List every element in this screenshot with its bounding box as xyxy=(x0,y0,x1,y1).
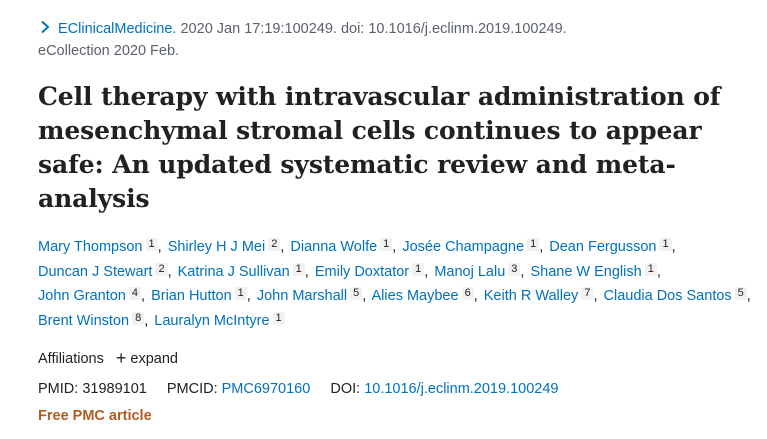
author-separator: , xyxy=(424,263,429,280)
citation: EClinicalMedicine. 2020 Jan 17:19:100249… xyxy=(38,18,758,62)
author-name-link[interactable]: Shirley H J Mei xyxy=(167,239,266,255)
author-name-link[interactable]: Alies Maybee xyxy=(371,288,459,304)
author-separator: , xyxy=(167,263,172,280)
affiliation-number-button[interactable]: 3 xyxy=(508,262,521,276)
author-separator: , xyxy=(520,263,525,280)
affiliation-number-button[interactable]: 1 xyxy=(272,311,285,325)
author-separator: , xyxy=(746,288,751,304)
author-item: John Marshall 5, xyxy=(256,287,368,304)
identifiers: PMID: 31989101 PMCID: PMC6970160 DOI: 10… xyxy=(38,378,758,400)
author-item: Dean Fergusson 1, xyxy=(549,238,677,255)
affiliation-number-button[interactable]: 6 xyxy=(461,287,474,300)
author-item: Mary Thompson 1, xyxy=(38,238,164,255)
author-name-link[interactable]: Claudia Dos Santos xyxy=(603,288,732,304)
author-name-link[interactable]: Brent Winston xyxy=(38,312,130,329)
affiliation-number-button[interactable]: 4 xyxy=(128,287,141,300)
author-item: Dianna Wolfe 1, xyxy=(290,238,398,255)
author-name-link[interactable]: John Granton xyxy=(38,288,126,304)
pmcid-group: PMCID: PMC6970160 xyxy=(167,381,310,397)
author-separator: , xyxy=(157,239,162,255)
affiliation-number-button[interactable]: 1 xyxy=(234,287,247,300)
affiliation-number-button[interactable]: 1 xyxy=(659,238,672,251)
affiliations-expand-button[interactable]: + expand xyxy=(115,348,178,368)
author-item: Emily Doxtator 1, xyxy=(314,262,430,280)
affiliation-number-button[interactable]: 1 xyxy=(412,262,425,276)
article-title: Cell therapy with intravascular administ… xyxy=(38,82,721,213)
affiliation-number-button[interactable]: 1 xyxy=(380,238,393,251)
affiliations: Affiliations + expand xyxy=(38,347,758,370)
author-item: Josée Champagne 1, xyxy=(402,238,545,255)
doi-label: DOI: xyxy=(330,381,361,397)
author-separator: , xyxy=(280,239,285,255)
author-name-link[interactable]: Josée Champagne xyxy=(402,239,525,255)
author-item: Shirley H J Mei 2, xyxy=(167,238,287,255)
author-item: Keith R Walley 7, xyxy=(483,287,600,304)
author-separator: , xyxy=(473,288,478,304)
author-item: Brent Winston 8, xyxy=(38,311,150,329)
author-name-link[interactable]: Duncan J Stewart xyxy=(38,263,153,280)
affiliation-number-button[interactable]: 1 xyxy=(145,238,158,251)
author-item: Katrina J Sullivan 1, xyxy=(177,262,311,280)
author-name-link[interactable]: John Marshall xyxy=(256,288,348,304)
author-separator: , xyxy=(304,263,309,280)
author-item: John Granton 4, xyxy=(38,287,147,304)
pmcid-link[interactable]: PMC6970160 xyxy=(221,381,311,397)
article-header: EClinicalMedicine. 2020 Jan 17:19:100249… xyxy=(38,18,758,427)
author-item: Duncan J Stewart 2, xyxy=(38,262,174,280)
author-separator: , xyxy=(246,288,251,304)
chevron-right-icon[interactable] xyxy=(38,20,52,34)
affiliation-number-button[interactable]: 8 xyxy=(132,311,145,325)
free-pmc-article-label: Free PMC article xyxy=(38,408,152,424)
author-separator: , xyxy=(392,239,397,255)
author-name-link[interactable]: Dianna Wolfe xyxy=(290,239,378,255)
affiliation-number-button[interactable]: 7 xyxy=(581,287,594,300)
affiliation-number-button[interactable]: 1 xyxy=(644,262,657,276)
affiliation-number-button[interactable]: 5 xyxy=(734,287,747,300)
pmid-group: PMID: 31989101 xyxy=(38,381,147,397)
ecollection-text: eCollection 2020 Feb. xyxy=(38,43,180,59)
author-name-link[interactable]: Lauralyn McIntyre xyxy=(154,312,270,329)
author-separator: , xyxy=(671,239,676,255)
citation-details: 2020 Jan 17:19:100249. doi: 10.1016/j.ec… xyxy=(176,21,567,37)
author-name-link[interactable]: Dean Fergusson xyxy=(549,239,657,255)
affiliation-number-button[interactable]: 2 xyxy=(155,262,168,276)
doi-group: DOI: 10.1016/j.eclinm.2019.100249 xyxy=(330,381,558,397)
author-name-link[interactable]: Emily Doxtator xyxy=(314,263,410,280)
author-item: Claudia Dos Santos 5, xyxy=(603,287,753,304)
author-separator: , xyxy=(362,288,367,304)
author-name-link[interactable]: Shane W English xyxy=(530,263,642,280)
pmcid-label: PMCID: xyxy=(166,381,218,397)
journal-link[interactable]: EClinicalMedicine. xyxy=(58,21,177,37)
affiliation-number-button[interactable]: 1 xyxy=(527,238,540,251)
author-name-link[interactable]: Brian Hutton xyxy=(151,288,232,304)
affiliation-number-button[interactable]: 2 xyxy=(268,238,281,251)
expand-label: expand xyxy=(130,351,178,367)
author-separator: , xyxy=(144,312,149,329)
author-item: Alies Maybee 6, xyxy=(371,287,480,304)
pmid-label: PMID: xyxy=(38,381,79,397)
author-list: Mary Thompson 1, Shirley H J Mei 2, Dianna… xyxy=(38,235,758,333)
author-item: Shane W English 1, xyxy=(530,262,662,280)
author-name-link[interactable]: Manoj Lalu xyxy=(434,263,506,280)
pmid-value: 31989101 xyxy=(82,381,147,397)
affiliation-number-button[interactable]: 5 xyxy=(350,287,363,300)
author-item: Brian Hutton 1, xyxy=(151,287,253,304)
author-name-link[interactable]: Keith R Walley xyxy=(483,288,579,304)
affiliations-label: Affiliations xyxy=(38,351,104,367)
plus-icon: + xyxy=(115,348,127,368)
author-separator: , xyxy=(539,239,544,255)
doi-link[interactable]: 10.1016/j.eclinm.2019.100249 xyxy=(364,381,559,397)
affiliation-number-button[interactable]: 1 xyxy=(292,262,305,276)
author-separator: , xyxy=(141,288,146,304)
author-item: Manoj Lalu 3, xyxy=(434,262,526,280)
author-item: Lauralyn McIntyre 1 xyxy=(154,311,285,329)
author-name-link[interactable]: Mary Thompson xyxy=(38,239,143,255)
author-name-link[interactable]: Katrina J Sullivan xyxy=(177,263,290,280)
author-separator: , xyxy=(593,288,598,304)
author-separator: , xyxy=(656,263,661,280)
